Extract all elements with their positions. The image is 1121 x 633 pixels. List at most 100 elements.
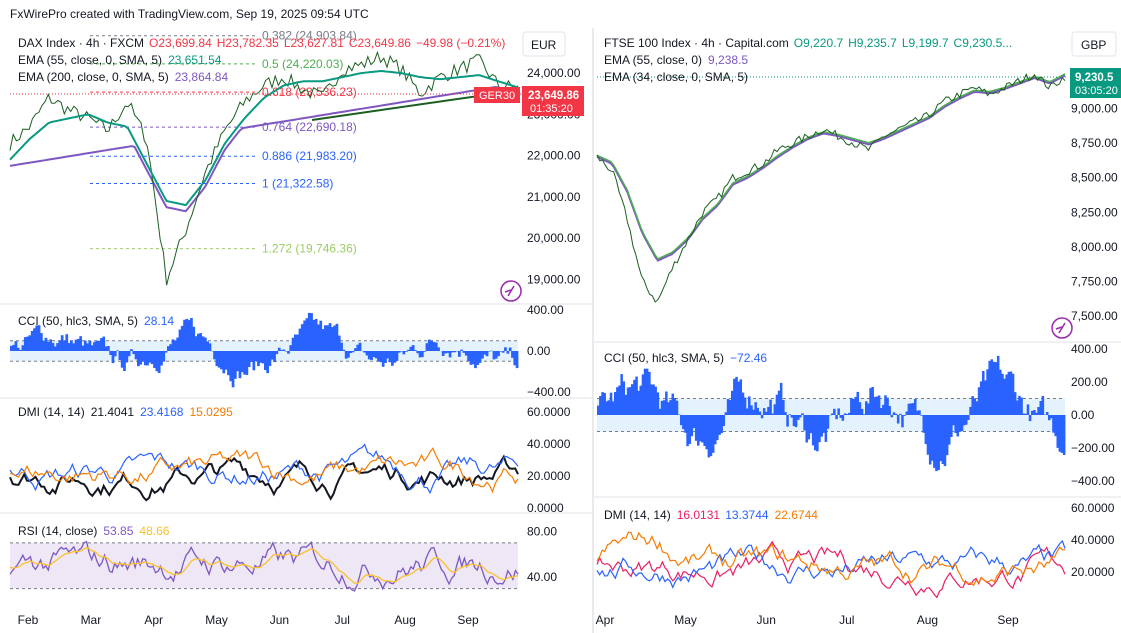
ftse-cci-bar [896, 415, 900, 424]
ftse-currency-button[interactable] [1071, 31, 1117, 57]
dax-cci-bar [328, 323, 332, 351]
ftse-cci-bar [835, 415, 838, 420]
ftse-cci-bar [839, 415, 843, 418]
dax-cci-bar [116, 350, 119, 351]
dax-cci-bar [46, 341, 50, 351]
dax-cci-bar [150, 351, 154, 365]
ftse-cci-bar [711, 415, 715, 453]
title-part: O23,699.84 [149, 36, 212, 50]
dax-time-tick-label: Jun [270, 613, 289, 627]
ftse-cci-bar [752, 409, 755, 415]
ftse-cci-bar [848, 412, 851, 415]
dax-cci-bar [404, 351, 408, 352]
dax-price-tick-label: 20,000.00 [527, 231, 581, 245]
ftse-currency-label[interactable]: GBP [1081, 38, 1106, 52]
ftse-cci-bar [690, 415, 694, 437]
dax-ema55-line [9, 69, 519, 207]
dax-cci-bar [481, 351, 484, 359]
dax-cci-bar [499, 351, 503, 352]
ftse-cci-bar [928, 415, 932, 465]
dax-cci-bar [379, 351, 383, 363]
dax-cci-bar [60, 335, 64, 351]
ftse-cci-bar [865, 401, 868, 415]
ftse-cci-bar [1039, 401, 1043, 415]
title-part: L9,199.7 [902, 36, 949, 50]
ftse-dmi-line [596, 540, 1066, 599]
dax-time-tick-label: Apr [144, 613, 163, 627]
dax-countdown: 01:35:20 [530, 103, 573, 115]
ftse-cci-bar [603, 392, 606, 415]
ftse-cci-bar [714, 415, 717, 445]
ftse-cci-bar [935, 415, 938, 472]
ftse-cci-bar [605, 401, 609, 415]
dax-cci-bar [421, 351, 424, 358]
dax-cci-bar [245, 351, 249, 375]
ftse-cci-bar [720, 415, 723, 434]
dax-cci-bar [344, 351, 348, 359]
ftse-cci-bar [660, 400, 664, 415]
dax-cci-bar [289, 345, 293, 351]
dax-cci-bar [504, 347, 507, 351]
dax-cci-bar [250, 351, 253, 362]
ftse-price-tick-label: 8,000.00 [1071, 240, 1118, 254]
dax-cci-bar [513, 351, 517, 366]
ftse-cci-bar [758, 411, 762, 415]
dax-cci-bar [157, 351, 161, 373]
ftse-cci-bar [950, 415, 953, 437]
ftse-cci-bar [1050, 415, 1053, 419]
ftse-ema55-line [596, 74, 1066, 262]
dax-cci-bar [231, 351, 235, 388]
dax-cci-bar [384, 351, 387, 363]
dax-cci-bar [123, 351, 126, 371]
dax-cci-bar [21, 345, 25, 351]
dax-cci-bar [469, 351, 473, 365]
dax-time-tick-label: May [205, 613, 228, 627]
dax-currency-button[interactable] [522, 31, 566, 57]
dax-cci-bar [381, 351, 385, 367]
ftse-cci-tick-label: −200.00 [1071, 441, 1115, 455]
dax-cci-bar [497, 351, 500, 357]
ftse-cci-bar [773, 404, 777, 415]
ftse-cci-bar [811, 415, 815, 446]
chart-caption: FxWirePro created with TradingView.com, … [10, 7, 369, 21]
dax-dmi-panel: 60.0000 40.0000 20.0000 0.0000 DMI (14, 14)… [9, 405, 571, 515]
ftse-cci-bar [901, 415, 904, 428]
dax-time-tick-label: Aug [394, 613, 415, 627]
ftse-cci-bar [816, 415, 819, 452]
ftse-cci-bar [1020, 397, 1023, 415]
ftse-cci-bar [611, 401, 615, 415]
dax-cci-bar [492, 351, 496, 360]
dax-currency-label[interactable]: EUR [531, 38, 557, 52]
ftse-cci-bar [977, 387, 981, 415]
ftse-cci-bar [601, 392, 604, 415]
dax-cci-bar [351, 351, 355, 353]
ftse-cci-bar [807, 415, 811, 440]
ftse-cci-bar [1024, 413, 1028, 415]
ftse-cci-bar [905, 411, 909, 415]
dax-cci-bar [441, 351, 445, 356]
ftse-cci-bar [697, 415, 700, 446]
ftse-cci-bar [933, 415, 936, 468]
ftse-cci-bar [984, 380, 987, 415]
ftse-cci-bar [743, 397, 747, 415]
dax-cci-bar [300, 324, 304, 351]
ftse-cci-bar [652, 384, 655, 415]
ftse-cci-bar [735, 376, 738, 415]
dax-dmi-lines [9, 443, 519, 502]
dax-cci-bar [58, 340, 62, 351]
dax-cci-bar [377, 351, 380, 362]
dax-dmi-tick-label: 0.0000 [527, 501, 564, 515]
dax-price-tick-label: 22,000.00 [527, 149, 581, 163]
ftse-cci-bar [837, 408, 840, 415]
dax-cci-bar [178, 329, 182, 351]
dax-symbol-tag-label: GER30 [479, 90, 515, 102]
ftse-cci-bar [982, 371, 985, 415]
ftse-cci-bar [716, 415, 719, 441]
dax-cci-bar [391, 351, 394, 366]
ftse-cci-bar [973, 398, 977, 415]
dax-cci-bar [312, 319, 316, 351]
title-part: DAX Index · 4h · FXCM [18, 36, 144, 50]
dax-price-panel: 0.382 (24,903.84) 0.5 (24,220.03) 0.618 (2… [9, 29, 584, 302]
ftse-cci-bar [754, 402, 757, 415]
